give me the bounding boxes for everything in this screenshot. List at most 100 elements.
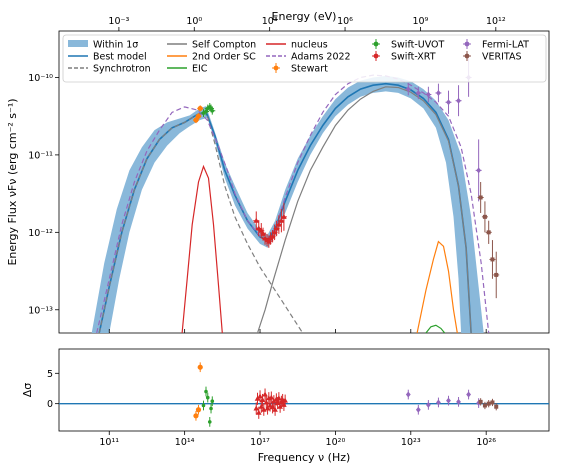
axis-tick-labels: 10¹¹ 10¹⁴ 10¹⁷ 10²⁰ 10²³ 10²⁶ 10⁻³ 10⁰ 10³ 10⁶ 10⁹… xyxy=(28,16,506,448)
fermi-lat-residual-point xyxy=(446,397,451,404)
residual-points xyxy=(59,362,549,427)
swift-xrt-residual-point xyxy=(264,405,271,411)
swift-uvot-point xyxy=(204,109,208,114)
fermi-lat-point xyxy=(476,167,482,174)
swift-xrt-residual-point xyxy=(258,403,265,409)
fermi-lat-residual-point xyxy=(415,406,421,413)
2nd-order-sc-curve xyxy=(416,240,458,333)
fermi-lat-point xyxy=(456,97,461,104)
fermi-lat-point xyxy=(436,89,441,96)
residual-y-tick-label: 5 xyxy=(47,369,53,380)
swift-xrt-residual-point xyxy=(271,398,277,404)
eic-curve xyxy=(425,324,446,333)
swift-xrt-residual-point xyxy=(276,395,282,401)
legend-box xyxy=(62,34,547,83)
fermi-lat-point xyxy=(415,89,421,96)
axis-ticks xyxy=(55,27,497,435)
fermi-lat-legend-swatch xyxy=(464,41,470,47)
swift-xrt-residual-point xyxy=(257,393,263,399)
swift-xrt-residual-point xyxy=(272,406,278,412)
swift-xrt-residual-point xyxy=(262,391,268,397)
within-1-legend-swatch xyxy=(68,40,88,47)
stewart-residual-point xyxy=(193,413,199,419)
swift-xrt-point xyxy=(281,213,287,219)
veritas-residual-point xyxy=(490,400,495,405)
top-tick-label: 10⁹ xyxy=(412,16,428,27)
swift-uvot-residual-point xyxy=(207,420,212,424)
fermi-lat-residual-point xyxy=(436,399,441,406)
nucleus-legend-label: nucleus xyxy=(291,40,328,51)
stewart-legend-label: Stewart xyxy=(291,64,328,75)
swift-uvot-legend-swatch xyxy=(373,41,379,47)
veritas-point xyxy=(486,230,491,235)
veritas-legend-swatch xyxy=(464,53,470,59)
swift-xrt-residual-point xyxy=(282,397,288,403)
fermi-lat-point xyxy=(446,99,451,106)
best-model-legend-label: Best model xyxy=(93,52,147,63)
fermi-lat-point xyxy=(425,91,431,98)
x-axis-title: Frequency ν (Hz) xyxy=(258,451,351,464)
veritas-point xyxy=(478,195,483,200)
fermi-lat-residual-point xyxy=(466,391,471,398)
veritas-residual-point xyxy=(482,403,487,408)
x-tick-label: 10²⁰ xyxy=(326,437,346,448)
adams-2022-legend-label: Adams 2022 xyxy=(291,52,351,63)
top-axis-title: Energy (eV) xyxy=(272,10,337,23)
swift-xrt-point xyxy=(269,233,276,239)
y-tick-label: 10⁻¹² xyxy=(28,228,53,239)
y-tick-label: 10⁻¹⁰ xyxy=(28,73,53,84)
top-tick-label: 10⁶ xyxy=(337,16,353,27)
veritas-residual-point xyxy=(478,399,483,404)
veritas-point xyxy=(482,214,487,219)
veritas-point xyxy=(494,272,499,277)
swift-xrt-residual-point xyxy=(253,405,260,411)
swift-xrt-legend-swatch xyxy=(373,53,379,59)
residual-plot-frame xyxy=(58,348,550,432)
swift-xrt-residual-point xyxy=(267,402,273,408)
legend: Within 1σ Self Compton nucleus Swift-UVOT Fe… xyxy=(62,34,547,83)
fermi-lat-residual-point xyxy=(405,391,411,398)
veritas-legend-label: VERITAS xyxy=(482,52,522,63)
swift-xrt-residual-point xyxy=(259,397,266,403)
swift-xrt-point xyxy=(271,229,278,235)
y-axis-title-residual: Δσ xyxy=(21,383,34,398)
stewart-point xyxy=(195,113,202,119)
top-tick-label: 10⁻³ xyxy=(108,16,129,27)
swift-uvot-residual-point xyxy=(201,403,206,408)
stewart-legend-swatch xyxy=(273,65,279,71)
swift-xrt-point xyxy=(255,225,262,231)
swift-uvot-residual-point xyxy=(210,399,215,404)
fermi-lat-point xyxy=(405,86,411,93)
x-tick-label: 10²⁶ xyxy=(476,437,496,448)
swift-xrt-point xyxy=(260,230,266,236)
swift-xrt-point xyxy=(278,217,285,223)
y-tick-label: 10⁻¹¹ xyxy=(28,150,53,161)
stewart-point xyxy=(193,117,199,123)
x-tick-label: 10²³ xyxy=(401,437,421,448)
2nd-order-sc-legend-label: 2nd Order SC xyxy=(192,52,256,63)
x-tick-label: 10¹⁷ xyxy=(250,437,270,448)
swift-xrt-point xyxy=(273,225,280,231)
swift-uvot-residual-point xyxy=(204,389,208,394)
swift-uvot-residual-point xyxy=(209,406,213,411)
fermi-lat-residual-point xyxy=(425,401,431,408)
model-uncertainty-band xyxy=(91,75,484,333)
veritas-residual-point xyxy=(494,404,499,409)
swift-xrt-point xyxy=(276,221,282,227)
x-tick-label: 10¹¹ xyxy=(99,437,119,448)
self-compton-legend-label: Self Compton xyxy=(192,40,256,51)
x-tick-label: 10¹⁴ xyxy=(175,437,195,448)
swift-uvot-point xyxy=(210,108,215,113)
stewart-point xyxy=(197,105,203,112)
swift-xrt-residual-point xyxy=(255,409,262,415)
top-tick-label: 10⁰ xyxy=(186,16,202,27)
top-tick-label: 10³ xyxy=(262,16,278,27)
residual-y-tick-label: 0 xyxy=(47,399,53,410)
veritas-residual-point xyxy=(486,401,491,406)
self-compton-curve xyxy=(256,86,472,333)
y-tick-label: 10⁻¹³ xyxy=(28,305,53,316)
adams-2022-curve xyxy=(96,74,490,333)
eic-legend-label: EIC xyxy=(192,64,208,75)
swift-xrt-residual-point xyxy=(269,404,276,410)
